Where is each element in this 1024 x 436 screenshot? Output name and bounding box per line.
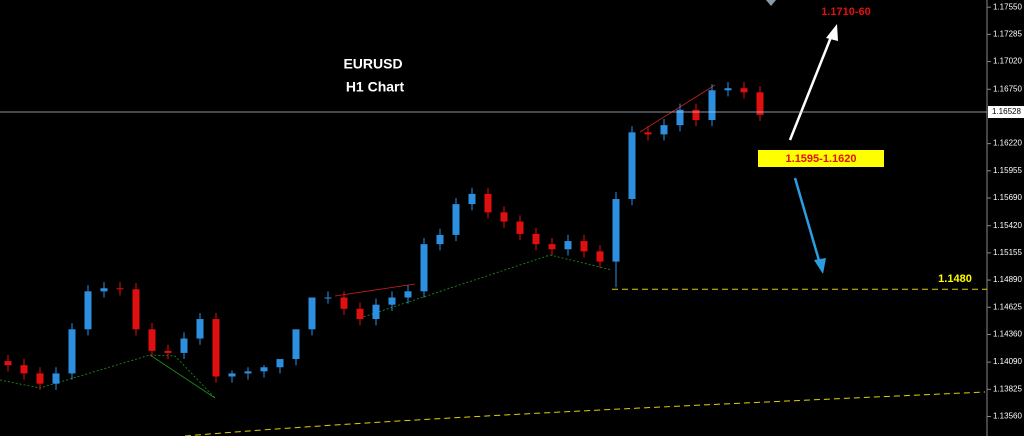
candle-body — [4, 361, 12, 366]
candle-body — [644, 132, 652, 135]
level-label: 1.1480 — [938, 273, 972, 285]
candle-body — [484, 193, 492, 213]
y-tick-label: 1.15955 — [993, 166, 1022, 175]
chart-title: EURUSD — [343, 56, 402, 72]
candle-body — [420, 244, 428, 292]
candle-body — [196, 319, 204, 339]
candle-body — [100, 288, 108, 292]
trend-line — [149, 354, 216, 399]
y-tick-label: 1.14090 — [993, 357, 1022, 366]
candle-body — [692, 109, 700, 121]
candle-body — [548, 244, 556, 250]
candle-body — [660, 125, 668, 135]
candle-body — [84, 291, 92, 330]
candle-body — [148, 329, 156, 351]
current-price-box — [988, 106, 1024, 119]
candle-body — [36, 373, 44, 384]
chart-subtitle: H1 Chart — [346, 79, 405, 95]
marker — [766, 0, 776, 6]
candle-body — [356, 308, 364, 320]
y-tick-label: 1.14890 — [993, 275, 1022, 284]
candle-body — [500, 212, 508, 222]
trend-line — [184, 391, 986, 436]
candle-body — [532, 233, 540, 245]
current-price-label: 1.16528 — [992, 107, 1021, 116]
y-tick-label: 1.17020 — [993, 57, 1022, 66]
candle-body — [52, 373, 60, 384]
candle-body — [388, 297, 396, 305]
y-tick-label: 1.14625 — [993, 302, 1022, 311]
y-tick-label: 1.15420 — [993, 221, 1022, 230]
candle-body — [164, 350, 172, 353]
candle-body — [580, 241, 588, 252]
candle-body — [516, 221, 524, 234]
y-tick-label: 1.14360 — [993, 330, 1022, 339]
candle-body — [564, 241, 572, 250]
candle-body — [436, 234, 444, 245]
y-tick-label: 1.16220 — [993, 139, 1022, 148]
candle-body — [676, 109, 684, 126]
candle-body — [724, 88, 732, 91]
candle-body — [292, 329, 300, 360]
y-tick-label: 1.13825 — [993, 384, 1022, 393]
candle-body — [212, 319, 220, 377]
candle-body — [116, 288, 124, 290]
y-tick-label: 1.15155 — [993, 248, 1022, 257]
y-tick-label: 1.13560 — [993, 412, 1022, 421]
candle-body — [612, 199, 620, 262]
arrow-head — [826, 24, 838, 41]
candle-body — [596, 251, 604, 262]
y-tick-label: 1.16750 — [993, 84, 1022, 93]
annotation: 1.1595-1.1620 — [786, 153, 857, 165]
candle-body — [132, 289, 140, 330]
annotation-box — [758, 150, 884, 167]
candle-body — [324, 297, 332, 299]
arrow — [788, 31, 835, 141]
candle-body — [452, 204, 460, 235]
candle-body — [244, 371, 252, 374]
candle-body — [68, 329, 76, 374]
candle-body — [372, 304, 380, 320]
candle-body — [628, 132, 636, 200]
candle-body — [180, 338, 188, 353]
y-tick-label: 1.15690 — [993, 193, 1022, 202]
candle-body — [20, 365, 28, 374]
y-tick-label: 1.17550 — [993, 2, 1022, 11]
y-tick-label: 1.17285 — [993, 29, 1022, 38]
arrow-head — [814, 258, 826, 274]
trend-line — [639, 84, 716, 133]
candle-body — [708, 90, 716, 121]
arrow — [793, 177, 822, 265]
candle-body — [308, 297, 316, 330]
candle-body — [740, 88, 748, 93]
candle-body — [404, 291, 412, 298]
trend-line — [359, 254, 613, 319]
candle-body — [276, 359, 284, 368]
candle-body — [756, 92, 764, 115]
candle-body — [260, 367, 268, 372]
trend-line — [334, 283, 416, 297]
candle-body — [228, 373, 236, 377]
candle-body — [340, 297, 348, 309]
annotation: 1.1710-60 — [821, 6, 871, 18]
candle-body — [468, 193, 476, 205]
